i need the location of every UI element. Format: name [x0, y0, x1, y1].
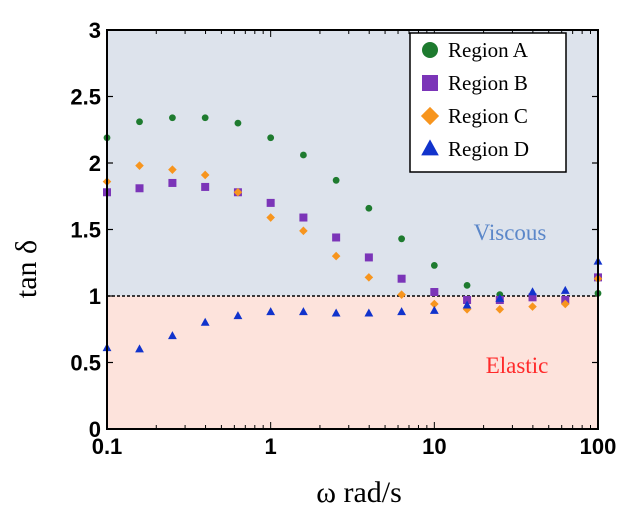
x-tick-label: 10	[422, 434, 446, 459]
legend-entry-region-a: Region A	[448, 38, 529, 62]
x-tick-label: 1	[265, 434, 277, 459]
x-axis-label: ω rad/s	[316, 476, 402, 509]
data-point-region-b	[332, 233, 341, 242]
data-point-region-c	[331, 251, 341, 261]
data-point-region-a	[332, 176, 340, 184]
data-point-region-b	[528, 293, 537, 302]
data-point-region-b	[397, 274, 406, 283]
legend-marker-triangle	[421, 139, 439, 156]
data-point-region-b	[364, 253, 373, 262]
data-point-region-c	[364, 273, 374, 282]
data-point-region-b	[168, 178, 177, 187]
data-point-region-c	[233, 187, 243, 197]
data-point-region-d	[233, 311, 243, 320]
data-point-region-c	[430, 299, 439, 309]
y-tick-label: 2	[89, 151, 101, 176]
data-point-region-a	[169, 114, 176, 122]
legend-marker-circle	[422, 42, 438, 58]
data-point-region-c	[200, 170, 210, 180]
data-point-region-c	[168, 165, 177, 174]
y-tick-label: 1.5	[70, 218, 101, 243]
data-point-region-a	[267, 134, 275, 142]
legend-marker-square	[422, 75, 438, 91]
x-tick-labels: 0.1 1 10 100	[92, 434, 617, 459]
data-point-region-d	[299, 307, 308, 316]
y-tick-label: 0	[89, 417, 101, 442]
y-tick-label: 1	[89, 284, 101, 309]
data-point-region-a	[201, 114, 209, 122]
data-point-region-d	[462, 300, 472, 309]
data-point-region-a	[430, 262, 438, 269]
legend-marker-diamond	[420, 106, 440, 126]
y-tick-label: 2.5	[70, 85, 101, 110]
legend-entry-region-d: Region D	[448, 137, 529, 161]
data-point-region-d	[364, 308, 374, 317]
data-point-region-c	[560, 299, 570, 309]
data-point-region-a	[300, 151, 307, 159]
x-tick-label: 0.1	[92, 434, 123, 459]
legend: Region A Region B Region C Region D	[409, 32, 567, 173]
data-point-region-c	[266, 213, 275, 222]
data-point-region-b	[135, 184, 144, 193]
data-point-region-a	[136, 118, 143, 126]
viscous-label: Viscous	[474, 220, 547, 245]
legend-entry-region-c: Region C	[448, 104, 528, 128]
data-point-region-d	[397, 307, 407, 316]
data-point-region-d	[429, 305, 439, 314]
y-tick-label: 0.5	[70, 351, 101, 376]
y-axis-label: tan δ	[10, 240, 43, 298]
data-point-region-d	[560, 285, 570, 294]
legend-marker-diamond	[420, 106, 440, 126]
data-point-region-d	[168, 331, 177, 340]
data-point-region-d	[135, 344, 144, 353]
elastic-label: Elastic	[486, 353, 549, 378]
data-point-region-a	[365, 204, 373, 212]
y-tick-label: 3	[89, 18, 101, 43]
data-point-region-d	[528, 287, 537, 296]
data-point-region-b	[430, 288, 439, 297]
plot-frame	[106, 29, 599, 430]
data-point-region-a	[234, 119, 242, 127]
data-point-region-c	[135, 161, 144, 170]
data-point-region-c	[299, 226, 308, 236]
data-point-region-d	[266, 307, 276, 316]
y-tick-labels: 0 0.5 1 1.5 2 2.5 3	[70, 18, 101, 442]
x-tick-label: 100	[580, 434, 617, 459]
elastic-region	[107, 296, 598, 429]
data-point-region-b	[266, 198, 275, 207]
data-point-region-b	[463, 295, 472, 304]
data-point-region-b	[201, 182, 210, 191]
data-point-region-d	[495, 293, 505, 302]
data-point-region-a	[463, 281, 471, 289]
legend-box	[409, 32, 567, 173]
data-point-region-c	[495, 305, 505, 314]
legend-marker-square	[422, 75, 438, 91]
data-point-region-c	[528, 302, 537, 311]
data-markers	[102, 114, 603, 353]
legend-marker-circle	[422, 42, 438, 58]
data-point-region-d	[200, 317, 210, 326]
data-point-region-b	[299, 213, 308, 222]
legend-marker-triangle	[421, 139, 439, 156]
data-point-region-c	[397, 290, 406, 299]
data-point-region-d	[331, 308, 341, 317]
data-point-region-a	[398, 235, 406, 243]
legend-entry-region-b: Region B	[448, 71, 528, 95]
